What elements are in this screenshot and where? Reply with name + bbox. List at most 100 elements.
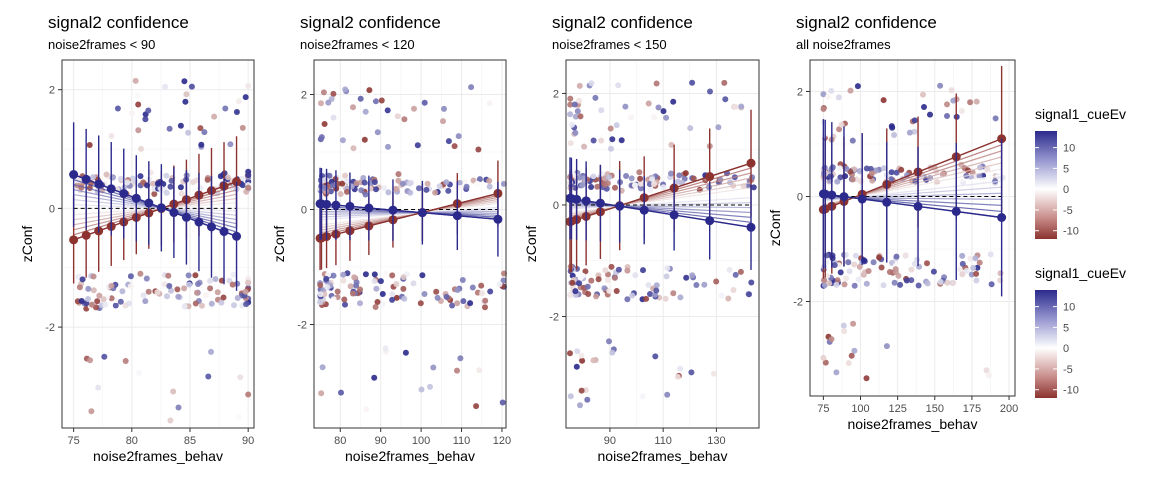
data-point [606, 338, 612, 345]
y-tick-label: 2 [301, 90, 307, 102]
data-point [473, 403, 480, 410]
data-point [643, 295, 650, 302]
data-point [908, 277, 915, 284]
data-point [572, 129, 579, 136]
data-point [730, 287, 737, 293]
data-point [997, 270, 1004, 277]
data-point [579, 272, 586, 279]
data-point [486, 183, 493, 190]
data-point [399, 180, 406, 187]
axes: 90 110 130 -2 0 2 noise2frames_behav zConf [523, 88, 727, 464]
data-point [342, 172, 348, 179]
mean-point-high [827, 190, 837, 200]
data-point [834, 178, 841, 185]
panel-subtitle: all noise2frames [796, 37, 891, 52]
data-point [150, 180, 156, 187]
data-point [690, 175, 697, 182]
mean-point-high [913, 201, 923, 211]
data-point [585, 291, 592, 297]
data-point [182, 98, 189, 105]
data-point [235, 98, 242, 105]
data-point [86, 142, 93, 148]
data-point [163, 172, 170, 179]
mean-point-high [452, 211, 462, 221]
data-point [227, 141, 234, 148]
data-point [194, 289, 200, 296]
data-point [856, 168, 863, 174]
data-point [837, 174, 844, 181]
mean-point-high [388, 205, 398, 215]
data-point [693, 282, 700, 288]
data-point [924, 260, 930, 267]
data-point [385, 143, 391, 150]
mean-point-high [882, 197, 892, 207]
data-point [689, 79, 696, 86]
data-point [78, 298, 85, 304]
data-point [371, 374, 378, 381]
data-point [87, 357, 94, 364]
data-point [973, 277, 980, 284]
data-point [379, 301, 386, 308]
panel-border [313, 59, 507, 429]
data-point [76, 284, 83, 291]
mean-point-high [669, 210, 679, 220]
data-point [820, 91, 827, 98]
data-point [134, 92, 141, 99]
x-tick-label: 90 [375, 435, 387, 447]
data-point [233, 109, 240, 115]
y-axis-label: zConf [19, 226, 35, 263]
data-point [208, 300, 215, 307]
data-point [400, 274, 407, 281]
data-point [377, 278, 384, 285]
data-point [401, 116, 408, 123]
data-point [245, 391, 252, 398]
data-point [609, 349, 616, 356]
data-point [406, 180, 413, 187]
data-point [372, 304, 379, 310]
data-point [362, 191, 369, 198]
data-point [330, 114, 337, 121]
data-point [878, 264, 885, 271]
data-point [825, 93, 831, 100]
data-point [330, 90, 337, 97]
data-point [653, 287, 660, 294]
data-point [833, 369, 840, 376]
data-point [242, 288, 249, 295]
data-point [361, 136, 368, 143]
panel-4: signal2 confidence all noise2frames 75 100 1… [767, 13, 1018, 432]
data-point [828, 336, 835, 343]
data-point [94, 298, 101, 305]
data-point [852, 252, 859, 259]
data-point [462, 178, 469, 185]
mean-point-high [839, 192, 849, 202]
data-point [738, 103, 745, 110]
data-point [402, 349, 409, 356]
data-point [713, 278, 720, 285]
x-tick-label: 110 [654, 435, 672, 447]
panel-1: signal2 confidence noise2frames < 90 75 80 8… [19, 13, 255, 464]
x-tick-label: 80 [126, 435, 138, 447]
data-point [598, 107, 605, 114]
data-point [222, 105, 229, 112]
grid-lines [810, 60, 1015, 396]
data-point [357, 286, 364, 293]
data-point [851, 261, 858, 268]
data-point [214, 289, 221, 296]
data-point [863, 280, 870, 287]
data-point [574, 348, 581, 355]
data-point [108, 282, 115, 289]
data-point [592, 94, 599, 101]
data-point [831, 262, 838, 269]
data-point [911, 117, 918, 124]
data-point [645, 100, 652, 107]
data-point [101, 353, 108, 360]
grid-lines [566, 60, 759, 428]
mean-point-low [746, 158, 756, 168]
panel-subtitle: noise2frames < 120 [300, 37, 415, 52]
data-point [239, 124, 246, 131]
data-point [836, 126, 843, 133]
data-point [167, 183, 174, 190]
legend-tick-label: -5 [1063, 205, 1073, 217]
mean-point-high [820, 189, 830, 199]
data-point [937, 82, 944, 89]
